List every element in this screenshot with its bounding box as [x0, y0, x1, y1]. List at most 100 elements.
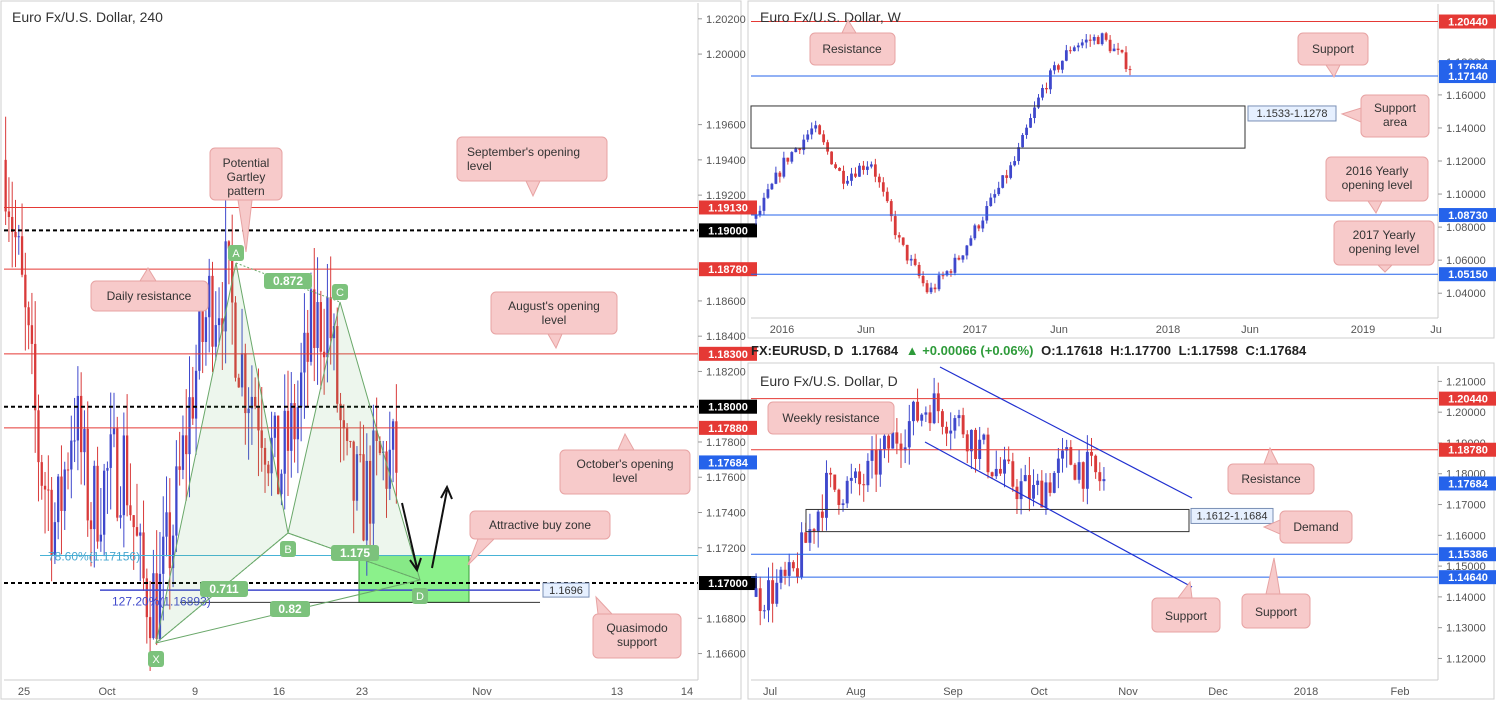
- candle-body: [866, 460, 870, 486]
- candle-body: [989, 197, 993, 207]
- candle-body: [73, 440, 76, 442]
- candle-body: [790, 152, 794, 162]
- annotation-quasimodo: Quasimodo support: [592, 595, 682, 659]
- x-tick-label: Ju: [1430, 324, 1442, 336]
- level-tag: [1439, 442, 1496, 457]
- candle-body: [881, 182, 885, 192]
- ratio-label: 0.872: [273, 274, 303, 288]
- y-tick-label: 1.21000: [1446, 376, 1486, 388]
- level-tag: [1439, 208, 1496, 223]
- level-tag-label: 1.17140: [1448, 71, 1488, 83]
- level-tag-label: 1.20440: [1448, 394, 1488, 406]
- candle-body: [1088, 39, 1092, 41]
- candle-body: [280, 473, 283, 495]
- candle-body: [178, 466, 181, 470]
- trendline-upper: [939, 366, 1193, 499]
- candle-body: [858, 471, 862, 485]
- candle-body: [928, 412, 932, 424]
- pattern-point-badge: [412, 588, 428, 604]
- y-tick-label: 1.16800: [706, 613, 746, 625]
- candle-body: [833, 474, 837, 490]
- candle-body: [1005, 175, 1009, 178]
- candle-body: [1033, 107, 1036, 118]
- level-tag: [1439, 69, 1496, 84]
- y-tick-label: 1.17600: [706, 472, 746, 484]
- candle-body: [1100, 33, 1104, 45]
- candle-body: [921, 275, 925, 284]
- x-tick-label: 25: [18, 686, 30, 698]
- candle-body: [17, 236, 20, 238]
- level-tag-label: 1.05150: [1448, 269, 1488, 281]
- candle-body: [1102, 479, 1106, 482]
- candle-body: [766, 189, 770, 198]
- annotation-d-support-1: Support: [1151, 580, 1221, 633]
- svg-text:2016 Yearly: 2016 Yearly: [1346, 164, 1409, 178]
- candle-body: [874, 450, 878, 475]
- pattern-point-badge: [280, 541, 296, 557]
- y-tick-label: 1.20200: [706, 14, 746, 26]
- candle-body: [1052, 472, 1056, 493]
- candle-body: [132, 515, 135, 528]
- candle-body: [224, 241, 227, 332]
- candle-body: [782, 157, 786, 177]
- candle-body: [313, 289, 316, 348]
- candle-body: [1108, 39, 1112, 52]
- candle-body: [936, 393, 940, 412]
- svg-text:Attractive buy zone: Attractive buy zone: [489, 518, 591, 532]
- annotation-buy-zone: Attractive buy zone: [467, 510, 611, 566]
- svg-text:Weekly resistance: Weekly resistance: [782, 411, 879, 425]
- svg-text:opening level: opening level: [1342, 178, 1413, 192]
- candle-body: [916, 401, 920, 421]
- candle-body: [771, 580, 775, 604]
- ratio-label: 0.82: [278, 602, 302, 616]
- candle-body: [385, 451, 388, 489]
- candle-body: [201, 307, 204, 342]
- candle-body: [260, 430, 263, 448]
- level-tag-label: 1.18000: [708, 402, 748, 414]
- candle-body: [932, 393, 936, 424]
- zone-tag-label: 1.1612-1.1684: [1197, 510, 1268, 522]
- candle-body: [1116, 48, 1120, 50]
- candle-body: [263, 447, 267, 465]
- candle-body: [53, 522, 57, 555]
- candle-body: [1025, 127, 1028, 135]
- candle-body: [885, 191, 889, 202]
- candle-body: [93, 465, 96, 530]
- svg-text:pattern: pattern: [227, 184, 264, 198]
- svg-text:August's opening: August's opening: [508, 299, 600, 313]
- candle-body: [1065, 447, 1069, 451]
- candle-body: [830, 151, 833, 165]
- candle-body: [345, 428, 349, 441]
- y-tick-label: 1.17200: [706, 543, 746, 555]
- arrow-down: [401, 502, 418, 569]
- candle-body: [339, 403, 342, 421]
- annotation-w-2017-open: 2017 Yearly opening level: [1333, 220, 1435, 273]
- level-tag: [699, 262, 757, 277]
- y-tick-label: 1.08000: [1446, 222, 1486, 234]
- candle-body: [1027, 475, 1031, 499]
- candle-body: [854, 471, 857, 478]
- candle-body: [145, 578, 148, 618]
- candle-body: [774, 172, 778, 184]
- level-tag-label: 1.17684: [1448, 478, 1489, 490]
- candle-body: [20, 236, 24, 275]
- level-tag: [699, 200, 757, 215]
- trendline-lower: [924, 441, 1193, 588]
- y-tick-label: 1.16000: [1446, 90, 1486, 102]
- candle-body: [316, 302, 319, 348]
- candle-body: [882, 435, 886, 450]
- level-tag: [1439, 570, 1496, 585]
- support-zone: [750, 105, 1246, 149]
- candle-body: [977, 225, 981, 229]
- candle-body: [849, 477, 853, 481]
- candle-body: [102, 470, 106, 535]
- candle-body: [940, 411, 944, 427]
- y-tick-label: 1.19200: [706, 190, 746, 202]
- candle-body: [309, 289, 313, 362]
- candle-body: [1073, 464, 1077, 480]
- candle-body: [1068, 50, 1072, 52]
- x-tick-label: 2018: [1294, 686, 1318, 698]
- fib-786-label: 78.60%(1.17156): [48, 550, 140, 564]
- candle-body: [1037, 97, 1040, 108]
- level-tag-label: 1.18780: [1448, 445, 1488, 457]
